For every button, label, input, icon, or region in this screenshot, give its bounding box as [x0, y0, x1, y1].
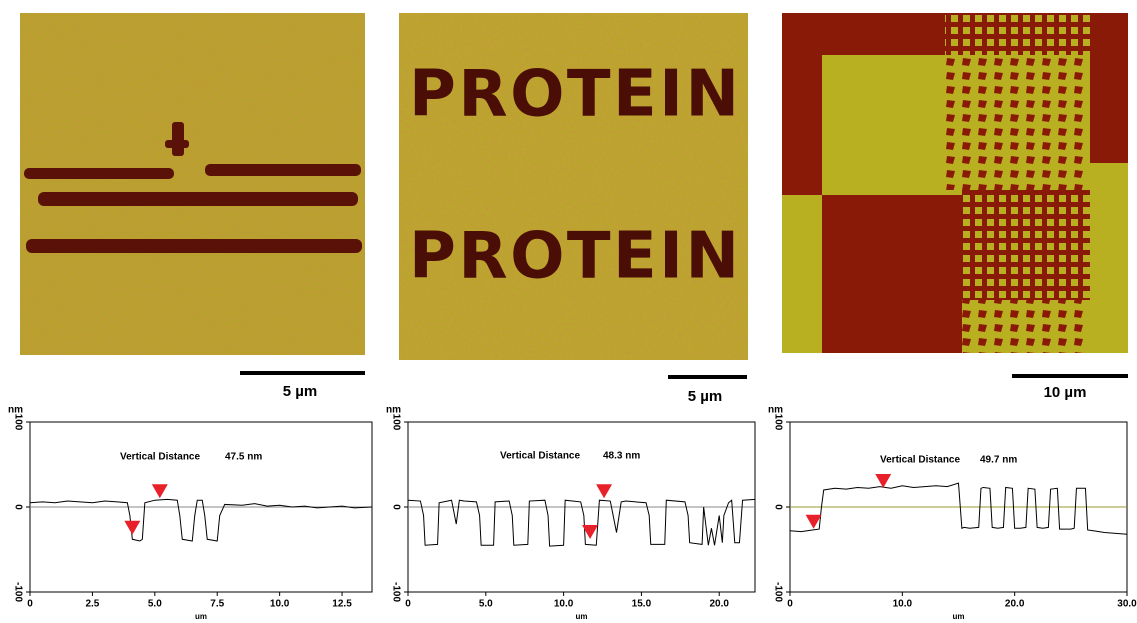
cursor-marker — [596, 484, 613, 499]
annotation-value: 47.5 nm — [225, 452, 262, 463]
x-tick-label: 2.5 — [85, 599, 99, 610]
annotation-label: Vertical Distance — [120, 452, 200, 463]
annotation-label: Vertical Distance — [500, 451, 580, 462]
x-axis-label: um — [195, 612, 207, 621]
pattern-text: PROTEIN — [409, 58, 739, 132]
annotation-label: Vertical Distance — [880, 455, 960, 466]
profile-line — [789, 482, 1128, 535]
annotation-value: 48.3 nm — [603, 451, 640, 462]
x-axis-label: um — [953, 612, 965, 621]
y-tick-label: -100 — [12, 582, 23, 602]
cursor-marker — [805, 514, 822, 529]
y-tick-label: 0 — [390, 504, 401, 510]
y-axis-label: nm — [768, 405, 783, 416]
cursor-marker — [151, 484, 168, 499]
afm-image-1 — [20, 13, 365, 355]
y-tick-label: 0 — [772, 504, 783, 510]
annotation-value: 49.7 nm — [980, 455, 1017, 466]
y-tick-label: -100 — [772, 582, 783, 602]
x-tick-label: 10.0 — [554, 599, 574, 610]
afm-image-3 — [782, 13, 1128, 353]
afm-image-2: PROTEIN PROTEIN — [399, 13, 748, 360]
profile-line — [29, 498, 373, 542]
x-tick-label: 0 — [405, 599, 411, 610]
pattern-text: PROTEIN — [409, 220, 739, 294]
x-tick-label: 20.0 — [709, 599, 729, 610]
y-tick-label: 100 — [772, 414, 783, 431]
scale-label: 5 µm — [283, 383, 318, 400]
x-tick-label: 5.0 — [479, 599, 493, 610]
x-tick-label: 30.0 — [1117, 599, 1137, 610]
x-tick-label: 20.0 — [1005, 599, 1025, 610]
cursor-marker — [875, 474, 892, 488]
x-tick-label: 10.0 — [270, 599, 290, 610]
y-tick-label: 100 — [12, 414, 23, 431]
y-axis-label: nm — [386, 405, 401, 416]
x-tick-label: 10.0 — [893, 599, 913, 610]
x-tick-label: 12.5 — [332, 599, 352, 610]
x-tick-label: 7.5 — [210, 599, 224, 610]
y-axis-label: nm — [8, 405, 23, 416]
y-tick-label: 100 — [390, 414, 401, 431]
cursor-marker — [582, 525, 599, 539]
y-tick-label: -100 — [390, 582, 401, 602]
y-tick-label: 0 — [12, 504, 23, 510]
x-tick-label: 15.0 — [632, 599, 652, 610]
profile-line — [407, 498, 756, 547]
x-tick-label: 0 — [27, 599, 33, 610]
x-axis-label: um — [576, 612, 588, 621]
scale-label: 5 µm — [688, 388, 723, 405]
x-tick-label: 5.0 — [148, 599, 162, 610]
scale-label: 10 µm — [1044, 384, 1087, 401]
x-tick-label: 0 — [787, 599, 793, 610]
cursor-marker — [124, 520, 141, 535]
